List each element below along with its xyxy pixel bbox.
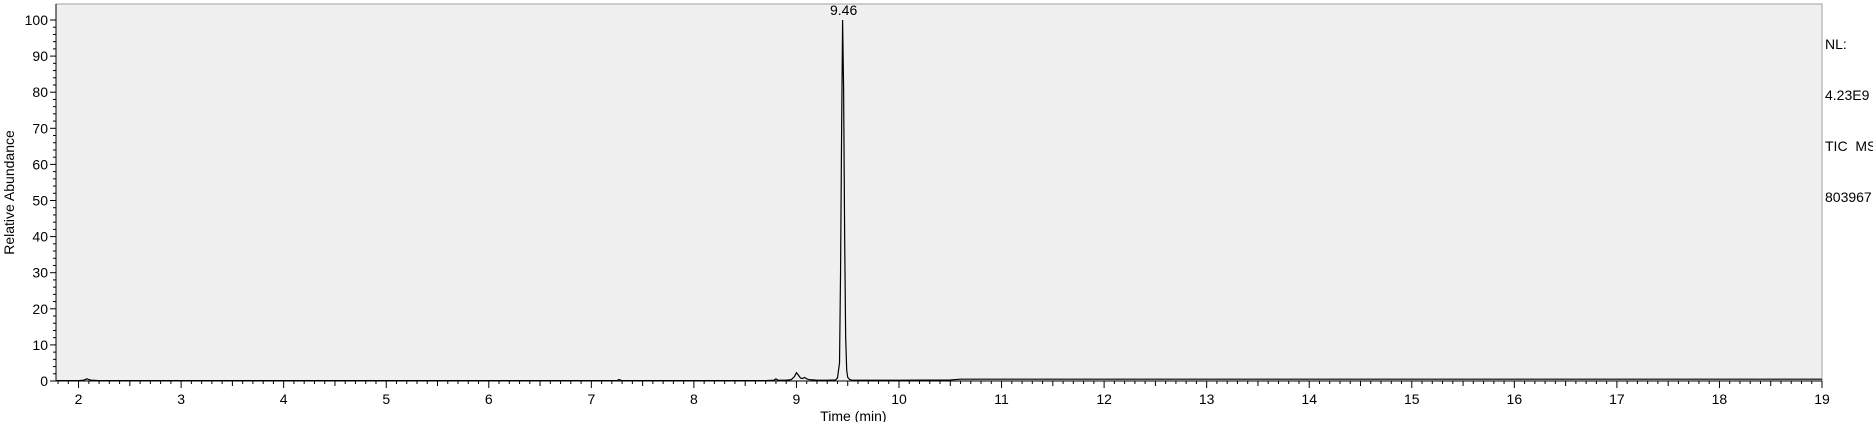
x-tick-label: 12 [1096, 391, 1112, 407]
y-tick-label: 20 [32, 301, 48, 317]
x-axis-ticks: 2 3 4 5 6 7 8 9 10 11 12 13 14 15 16 17 18 19 [56, 380, 1830, 407]
y-tick-label: 80 [32, 84, 48, 100]
x-tick-label: 5 [382, 391, 390, 407]
x-tick-label: 2 [75, 391, 83, 407]
info-panel: NL: 4.23E9 TIC MS 803967 [1825, 2, 1873, 223]
y-axis-ticks: 0 10 20 30 40 50 60 70 80 90 100 [25, 4, 57, 389]
peak-label: 9.46 [830, 2, 857, 18]
info-line-nl-value: 4.23E9 [1825, 87, 1870, 103]
y-tick-label: 100 [25, 12, 49, 28]
y-tick-label: 30 [32, 265, 48, 281]
plot-area [55, 3, 1823, 382]
x-axis-title: Time (min) [820, 408, 886, 422]
y-tick-label: 70 [32, 120, 48, 136]
x-tick-label: 9 [793, 391, 801, 407]
info-line-scan: TIC MS [1825, 138, 1873, 154]
y-tick-label: 90 [32, 48, 48, 64]
x-tick-label: 8 [690, 391, 698, 407]
y-tick-label: 0 [40, 373, 48, 389]
y-tick-label: 60 [32, 156, 48, 172]
x-tick-label: 17 [1609, 391, 1625, 407]
info-line-file: 803967 [1825, 189, 1872, 205]
x-tick-label: 13 [1199, 391, 1215, 407]
x-tick-label: 16 [1507, 391, 1523, 407]
x-tick-label: 19 [1814, 391, 1830, 407]
x-tick-label: 11 [994, 391, 1009, 407]
x-tick-label: 6 [485, 391, 493, 407]
x-tick-label: 14 [1301, 391, 1317, 407]
y-axis-title: Relative Abundance [1, 130, 17, 255]
x-tick-label: 10 [891, 391, 907, 407]
x-tick-label: 4 [280, 391, 288, 407]
x-tick-label: 3 [177, 391, 185, 407]
y-tick-label: 50 [32, 193, 48, 209]
peak-annotations: 9.46 [830, 2, 857, 18]
x-tick-label: 7 [587, 391, 595, 407]
x-tick-label: 18 [1712, 391, 1728, 407]
info-line-nl: NL: [1825, 36, 1847, 52]
x-tick-label: 15 [1404, 391, 1420, 407]
y-tick-label: 10 [32, 337, 48, 353]
chromatogram-trace [56, 19, 1822, 382]
y-tick-label: 40 [32, 229, 48, 245]
